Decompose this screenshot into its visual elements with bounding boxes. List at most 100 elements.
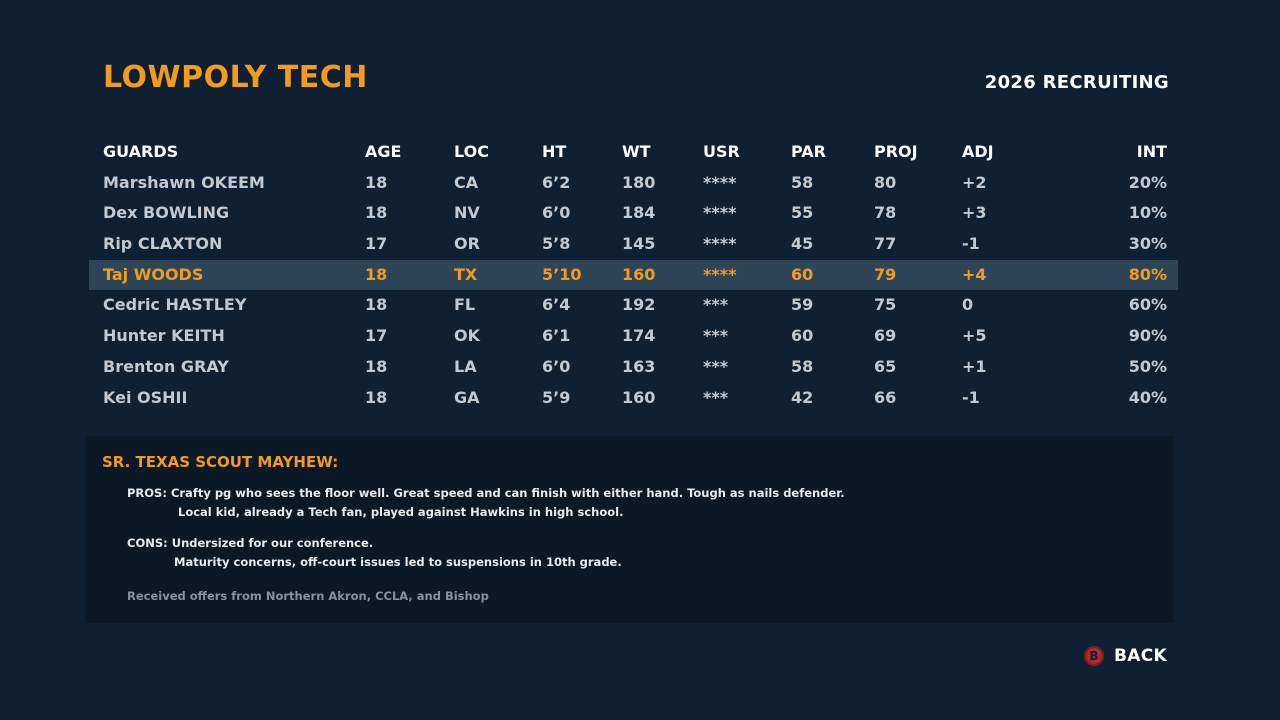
- player-loc: TX: [454, 264, 478, 284]
- player-age: 18: [365, 203, 388, 223]
- player-par: 58: [791, 356, 814, 376]
- player-name: Hunter KEITH: [103, 326, 225, 346]
- player-wt: 160: [622, 387, 656, 407]
- season-title: 2026 RECRUITING: [984, 72, 1169, 93]
- table-row[interactable]: Kei OSHII 18 GA 5’9 160 *** 42 66 -1 40%: [89, 383, 1178, 414]
- table-row[interactable]: Brenton GRAY 18 LA 6’0 163 *** 58 65 +1 …: [89, 352, 1178, 383]
- player-wt: 192: [622, 295, 656, 315]
- player-wt: 163: [622, 356, 656, 376]
- player-name: Kei OSHII: [103, 387, 188, 407]
- table-row[interactable]: Dex BOWLING 18 NV 6’0 184 **** 55 78 +3 …: [89, 198, 1178, 229]
- player-proj: 65: [874, 356, 897, 376]
- player-adj: +3: [962, 203, 987, 223]
- player-usr: ***: [703, 295, 729, 315]
- player-name: Brenton GRAY: [103, 356, 229, 376]
- player-adj: +1: [962, 356, 987, 376]
- table-row[interactable]: Cedric HASTLEY 18 FL 6’4 192 *** 59 75 0…: [89, 290, 1178, 321]
- scout-cons: CONS: Undersized for our conference.: [127, 536, 374, 550]
- player-wt: 160: [622, 264, 656, 284]
- player-wt: 145: [622, 234, 656, 254]
- player-int: 20%: [1128, 172, 1167, 192]
- player-proj: 78: [874, 203, 897, 223]
- player-par: 42: [791, 387, 814, 407]
- player-loc: CA: [454, 172, 479, 192]
- scout-pros-continued: Local kid, already a Tech fan, played ag…: [178, 505, 624, 519]
- player-name: Rip CLAXTON: [103, 234, 223, 254]
- table-row-selected[interactable]: Taj WOODS 18 TX 5’10 160 **** 60 79 +4 8…: [89, 259, 1178, 291]
- column-header-proj: PROJ: [874, 142, 918, 161]
- player-int: 80%: [1128, 264, 1167, 284]
- column-header-loc: LOC: [454, 142, 489, 161]
- recruit-table: GUARDS AGE LOC HT WT USR PAR PROJ ADJ IN…: [89, 137, 1178, 413]
- player-proj: 80: [874, 172, 897, 192]
- player-usr: ***: [703, 326, 729, 346]
- back-label: BACK: [1114, 646, 1167, 666]
- column-header-ht: HT: [542, 142, 567, 161]
- column-header-par: PAR: [791, 142, 826, 161]
- player-ht: 6’0: [542, 356, 571, 376]
- column-header-int: INT: [1136, 142, 1167, 161]
- player-adj: -1: [962, 387, 980, 407]
- player-adj: +2: [962, 172, 987, 192]
- player-proj: 77: [874, 234, 897, 254]
- player-loc: OK: [454, 326, 480, 346]
- scout-cons-continued: Maturity concerns, off-court issues led …: [174, 555, 622, 569]
- player-wt: 174: [622, 326, 656, 346]
- player-int: 30%: [1128, 234, 1167, 254]
- player-par: 59: [791, 295, 814, 315]
- player-name: Dex BOWLING: [103, 203, 230, 223]
- player-age: 18: [365, 172, 388, 192]
- scout-offers: Received offers from Northern Akron, CCL…: [127, 589, 489, 603]
- player-par: 55: [791, 203, 814, 223]
- scout-title: SR. TEXAS SCOUT MAYHEW:: [102, 453, 339, 471]
- table-row[interactable]: Hunter KEITH 17 OK 6’1 174 *** 60 69 +5 …: [89, 321, 1178, 352]
- table-header: GUARDS AGE LOC HT WT USR PAR PROJ ADJ IN…: [89, 137, 1178, 168]
- player-loc: LA: [454, 356, 477, 376]
- player-loc: GA: [454, 387, 480, 407]
- column-header-name: GUARDS: [103, 142, 179, 161]
- player-adj: -1: [962, 234, 980, 254]
- player-loc: NV: [454, 203, 480, 223]
- player-usr: ***: [703, 387, 729, 407]
- table-row[interactable]: Rip CLAXTON 17 OR 5’8 145 **** 45 77 -1 …: [89, 229, 1178, 260]
- player-par: 58: [791, 172, 814, 192]
- player-usr: ****: [703, 234, 737, 254]
- player-ht: 6’1: [542, 326, 571, 346]
- b-button-icon: B: [1084, 646, 1104, 666]
- player-int: 50%: [1128, 356, 1167, 376]
- player-ht: 6’2: [542, 172, 571, 192]
- player-name: Marshawn OKEEM: [103, 172, 265, 192]
- player-name: Taj WOODS: [103, 264, 204, 284]
- player-proj: 75: [874, 295, 897, 315]
- column-header-wt: WT: [622, 142, 651, 161]
- player-ht: 5’8: [542, 234, 571, 254]
- player-ht: 6’0: [542, 203, 571, 223]
- player-ht: 6’4: [542, 295, 571, 315]
- player-adj: 0: [962, 295, 974, 315]
- player-usr: ***: [703, 356, 729, 376]
- player-par: 45: [791, 234, 814, 254]
- player-age: 18: [365, 356, 388, 376]
- player-age: 18: [365, 387, 388, 407]
- player-age: 17: [365, 326, 388, 346]
- player-age: 18: [365, 295, 388, 315]
- table-row[interactable]: Marshawn OKEEM 18 CA 6’2 180 **** 58 80 …: [89, 168, 1178, 199]
- player-par: 60: [791, 264, 814, 284]
- back-button[interactable]: B BACK: [1084, 644, 1167, 668]
- player-wt: 184: [622, 203, 656, 223]
- player-proj: 66: [874, 387, 897, 407]
- player-usr: ****: [703, 203, 737, 223]
- player-loc: OR: [454, 234, 480, 254]
- player-int: 90%: [1128, 326, 1167, 346]
- player-wt: 180: [622, 172, 656, 192]
- player-int: 10%: [1128, 203, 1167, 223]
- player-age: 18: [365, 264, 388, 284]
- player-par: 60: [791, 326, 814, 346]
- player-proj: 79: [874, 264, 897, 284]
- player-proj: 69: [874, 326, 897, 346]
- player-usr: ****: [703, 264, 737, 284]
- player-usr: ****: [703, 172, 737, 192]
- player-loc: FL: [454, 295, 476, 315]
- player-adj: +4: [962, 264, 987, 284]
